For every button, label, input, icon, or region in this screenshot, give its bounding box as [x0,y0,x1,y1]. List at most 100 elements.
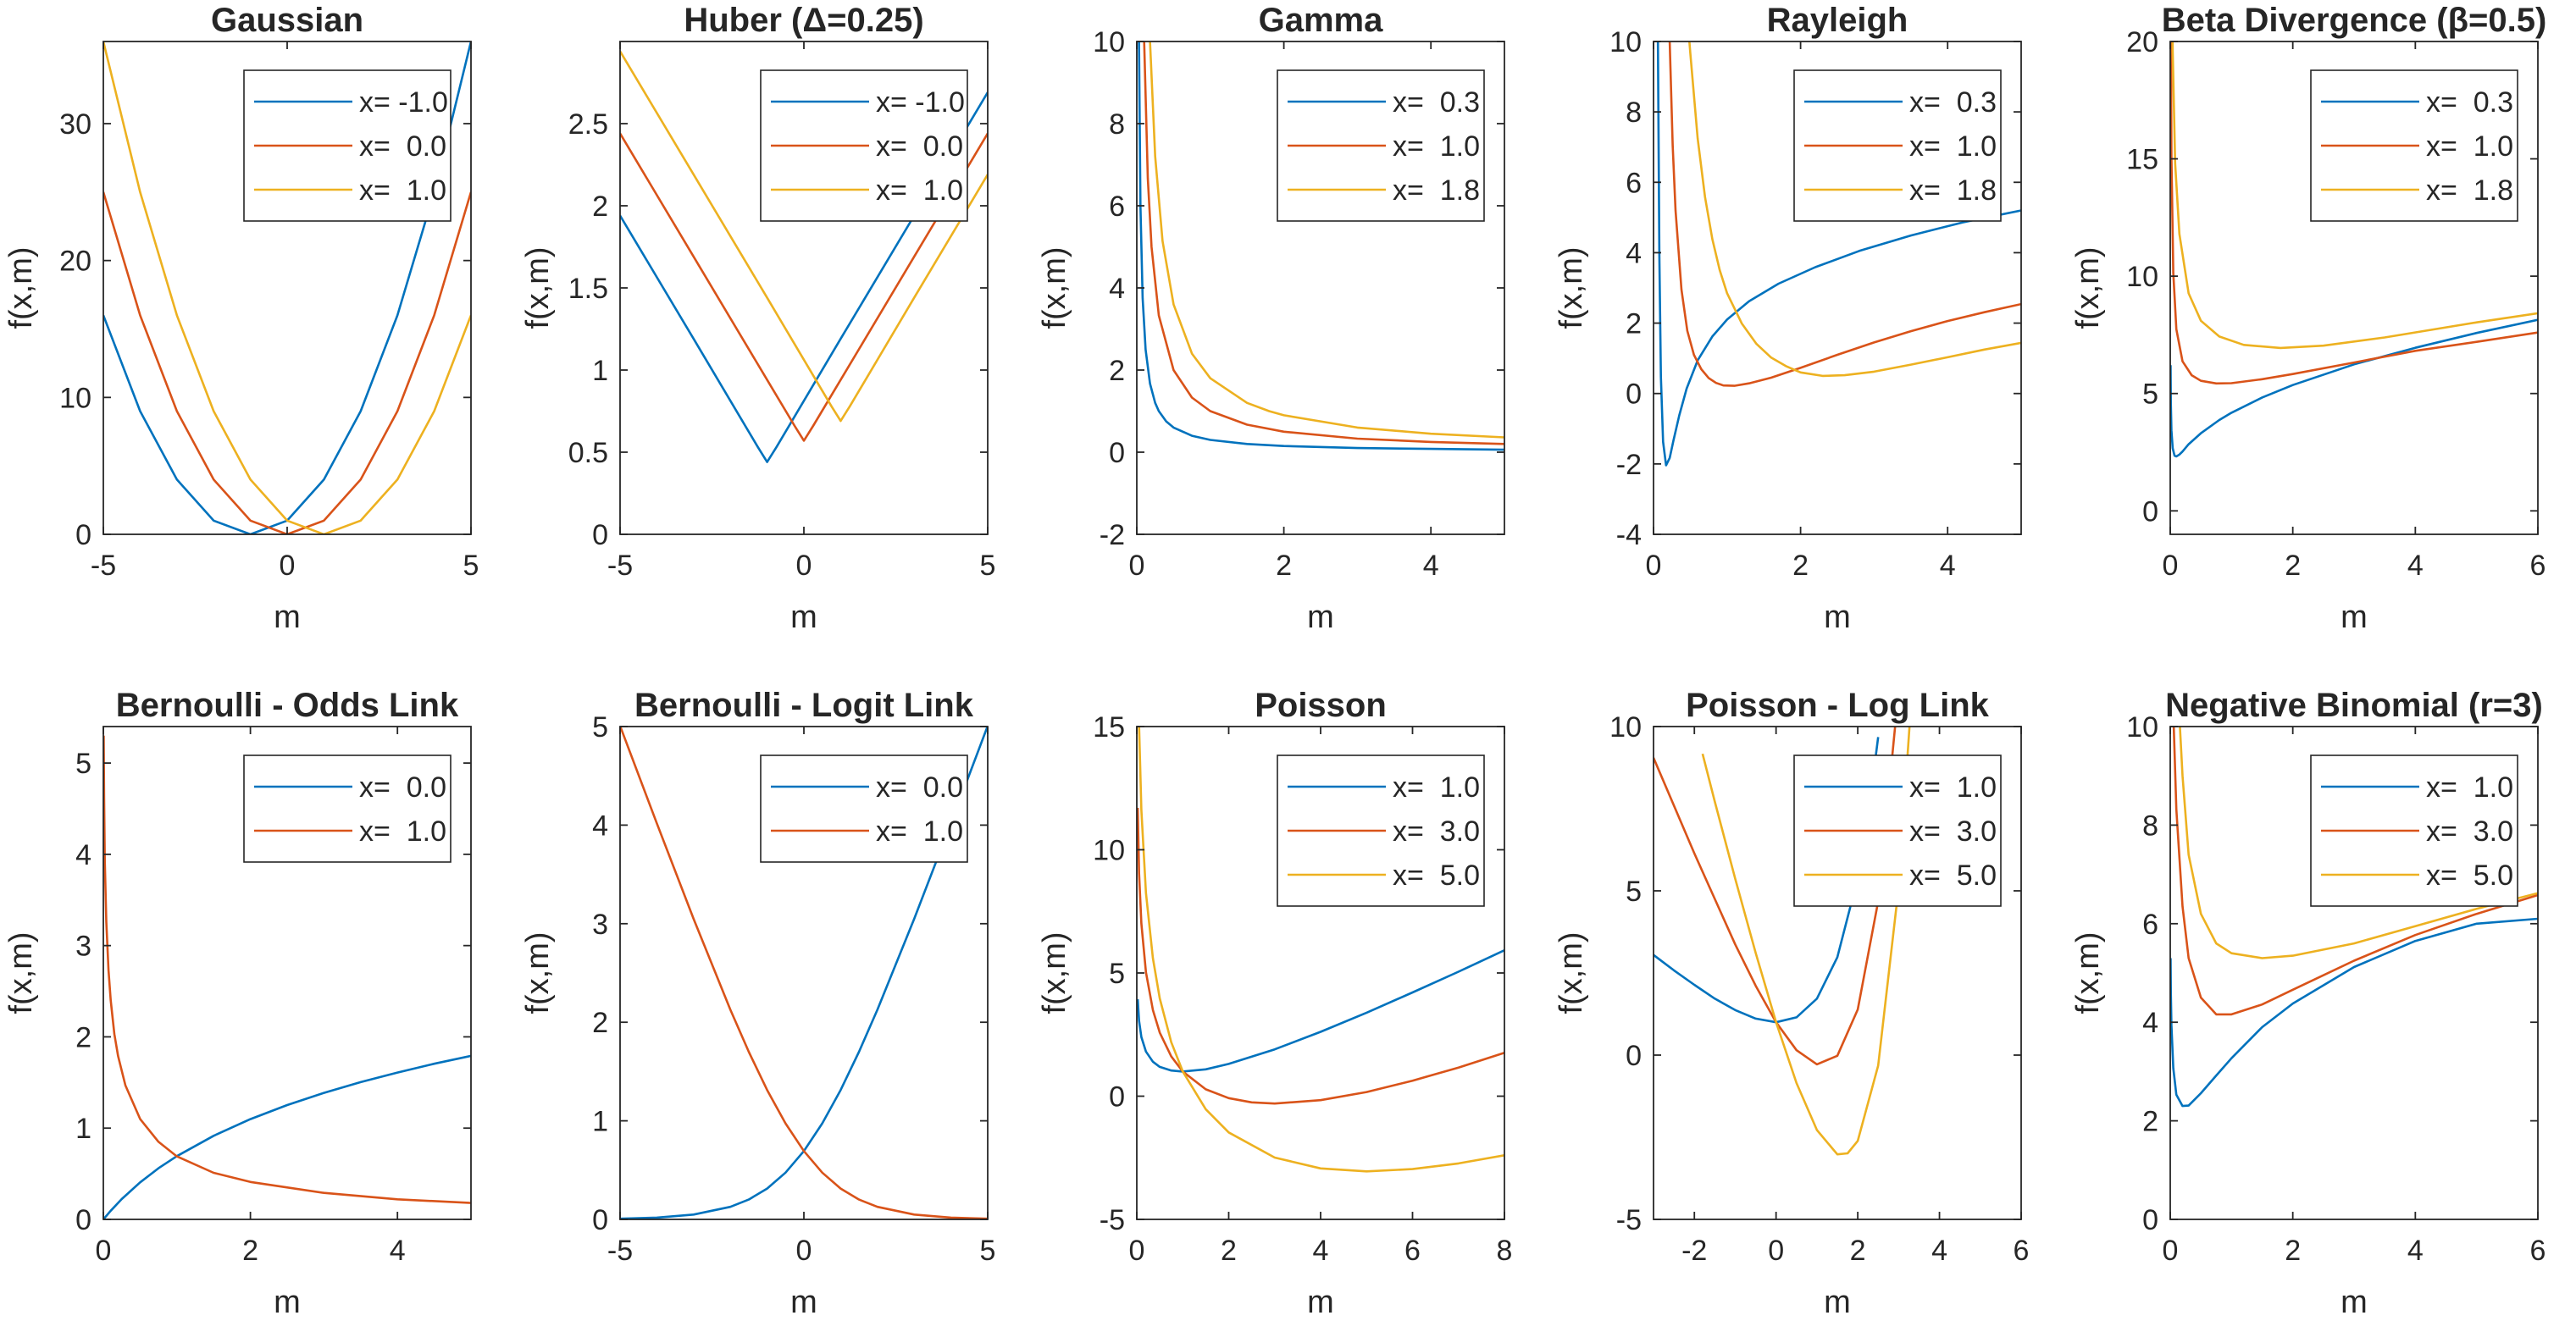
x-tick-label: 6 [2530,1235,2546,1267]
x-tick-label: 8 [1497,1235,1513,1267]
series-group [2170,727,2538,1108]
legend-label: x= 5.0 [2426,859,2513,892]
y-tick-label: 5 [592,711,608,743]
y-tick-label: 10 [1093,835,1125,867]
subplot-title: Gaussian [211,2,363,39]
axes-box [2169,726,2539,1220]
x-tick-label: 0 [96,1235,112,1267]
y-tick-label: 0 [1109,437,1125,469]
y-tick-label: 2.5 [568,108,608,141]
y-axis-label: f(x,m) [1554,246,1589,329]
y-tick-label: 1.5 [568,273,608,305]
y-tick-label: 3 [592,909,608,941]
series-line-2 [1137,807,1504,1105]
x-axis-label: m [274,1285,301,1320]
legend: x= 1.0 x= 3.0 x= 5.0 [1277,754,1485,907]
y-tick-label: 4 [2142,1007,2158,1039]
y-tick-label: 4 [1109,273,1125,305]
x-tick-label: 4 [1313,1235,1329,1267]
x-tick-label: 0 [796,1235,812,1267]
y-tick-label: 10 [59,382,91,414]
x-tick-label: -5 [607,550,633,582]
y-tick-label: 0 [592,519,608,551]
y-tick-label: 0 [2142,495,2158,528]
series-line-2 [2172,727,2538,1016]
subplot-title: Huber (Δ=0.25) [684,2,923,39]
x-tick-label: 4 [390,1235,406,1267]
y-tick-label: -4 [1616,519,1642,551]
series-group [620,50,988,463]
x-tick-label: 2 [1850,1235,1866,1267]
series-line-2 [103,191,471,534]
series-line-2 [1143,41,1504,445]
y-axis-label: f(x,m) [1554,931,1589,1014]
y-tick-label: -2 [1100,519,1125,551]
legend-label: x= 1.0 [359,174,446,207]
x-tick-label: 4 [2407,550,2424,582]
y-tick-label: 4 [1626,237,1642,269]
legend-label: x= -1.0 [876,86,965,119]
x-axis-label: m [1307,600,1334,635]
subplot-rayleigh: 0 2 4 -4 -2 0 2 4 6 8 10 Rayleigh m f(x,m) x= 0.3 x= 1.… [1554,2,2022,635]
legend-label: x= 1.0 [1393,130,1480,163]
y-tick-label: 4 [75,839,91,871]
y-tick-label: 0 [2142,1204,2158,1236]
y-tick-label: 0 [1109,1081,1125,1114]
series-group [2170,41,2538,458]
legend-box [243,754,451,863]
subplot-title: Bernoulli - Odds Link [116,687,459,724]
y-tick-label: 8 [1109,108,1125,141]
y-axis-label: f(x,m) [3,931,39,1014]
series-line-1 [620,91,988,463]
series-line-1 [103,1054,471,1219]
legend-label: x= 5.0 [1393,859,1480,892]
y-tick-label: -5 [1616,1204,1642,1236]
x-axis-label: m [2341,600,2368,635]
x-tick-label: 6 [1404,1235,1421,1267]
y-tick-label: 2 [1626,308,1642,340]
series-line-3 [1688,41,2021,378]
x-tick-label: -5 [607,1235,633,1267]
legend-label: x= 3.0 [2426,815,2513,848]
x-tick-label: 6 [2530,550,2546,582]
x-tick-label: 4 [1931,1235,1947,1267]
y-tick-label: 8 [2142,810,2158,842]
y-tick-label: 5 [75,748,91,780]
series-line-2 [620,132,988,442]
legend-label: x= 1.0 [1909,130,1997,163]
series-group [103,41,471,534]
subplot-title: Bernoulli - Logit Link [634,687,974,724]
y-tick-label: -5 [1100,1204,1125,1236]
x-tick-label: 0 [1129,1235,1145,1267]
legend-label: x= 0.0 [876,130,963,163]
y-tick-label: 20 [2126,26,2158,58]
x-tick-label: 0 [1768,1235,1784,1267]
legend: x= 0.0 x= 1.0 [760,754,968,863]
y-tick-label: 2 [592,191,608,223]
x-tick-label: 5 [980,550,996,582]
legend-label: x= 3.0 [1909,815,1997,848]
series-line-2 [1668,41,2021,387]
x-tick-label: -2 [1681,1235,1707,1267]
x-tick-label: 4 [1423,550,1439,582]
axes-box [1653,726,2022,1220]
y-tick-label: 8 [1626,97,1642,129]
x-tick-label: 6 [2014,1235,2030,1267]
series-group [1656,41,2021,467]
legend: x= 0.0 x= 1.0 [243,754,451,863]
y-tick-label: 0 [75,1204,91,1236]
x-tick-label: 0 [1646,550,1662,582]
y-tick-label: 0 [592,1204,608,1236]
y-tick-label: 6 [2142,909,2158,941]
y-tick-label: 2 [75,1021,91,1053]
y-tick-label: 5 [2142,379,2158,411]
y-axis-label: f(x,m) [1037,931,1072,1014]
series-line-2 [2170,41,2538,385]
x-axis-label: m [790,600,817,635]
subplot-title: Poisson [1255,687,1387,724]
legend-label: x= 3.0 [1393,815,1480,848]
series-line-2 [103,735,471,1204]
